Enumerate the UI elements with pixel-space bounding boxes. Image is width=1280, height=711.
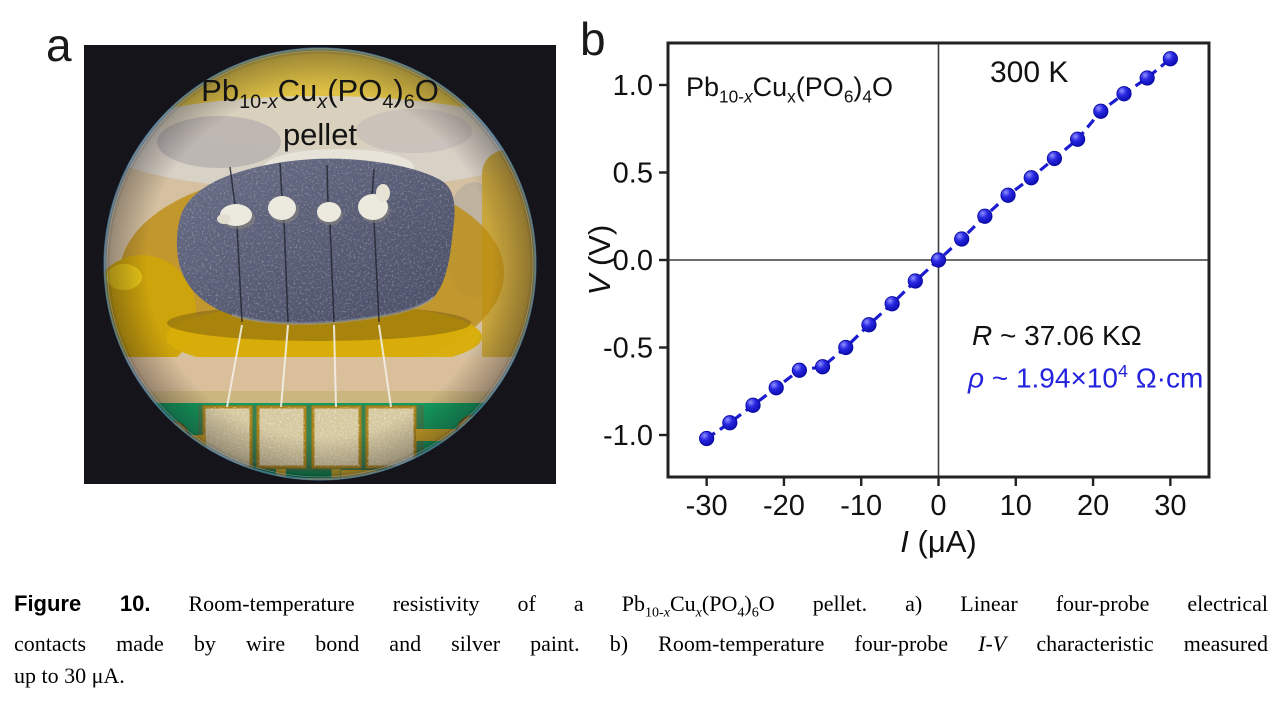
iv-data-point bbox=[722, 415, 738, 431]
y-tick-label: 0.0 bbox=[613, 245, 653, 277]
iv-data-point bbox=[977, 208, 993, 224]
lens-rim bbox=[103, 47, 537, 481]
iv-data-point bbox=[861, 317, 877, 333]
resistance-annotation: R ~ 37.06 KΩ bbox=[972, 320, 1142, 351]
x-tick-label: -20 bbox=[763, 490, 805, 522]
x-tick-label: 30 bbox=[1154, 490, 1186, 522]
iv-data-point bbox=[768, 380, 784, 396]
x-axis-label: I (μA) bbox=[900, 524, 977, 559]
iv-data-point bbox=[907, 273, 923, 289]
x-tick-label: 10 bbox=[1000, 490, 1032, 522]
iv-data-point bbox=[838, 339, 854, 356]
iv-chart-svg: -30 -20 -10 0 10 20 30 1.0 0.5 0.0 -0.5 -1.0 bbox=[603, 41, 1211, 522]
y-tick-label: -0.5 bbox=[603, 333, 653, 365]
iv-data-point bbox=[954, 231, 970, 247]
iv-data-point bbox=[699, 430, 715, 447]
iv-chart: -30 -20 -10 0 10 20 30 1.0 0.5 0.0 -0.5 -1.0 Pb10-x… bbox=[580, 0, 1280, 580]
caption-line-2: contacts made by wire bond and silver pa… bbox=[14, 631, 1268, 657]
figure-caption: Figure 10. Room-temperature resistivity … bbox=[14, 588, 1268, 692]
iv-data-point bbox=[1070, 131, 1086, 147]
iv-data-point bbox=[1139, 70, 1155, 86]
x-tick-label: 0 bbox=[930, 490, 946, 522]
x-tick-label: -10 bbox=[840, 490, 882, 522]
iv-data-point bbox=[1116, 86, 1132, 102]
caption-line-3: up to 30 μA. bbox=[14, 663, 125, 689]
panel-a-label: a bbox=[46, 19, 72, 71]
y-tick-label: 0.5 bbox=[613, 158, 653, 190]
caption-line-1: Figure 10. Room-temperature resistivity … bbox=[14, 591, 1268, 621]
iv-data-point bbox=[1023, 170, 1039, 186]
y-tick-label: -1.0 bbox=[603, 420, 653, 452]
iv-data-point bbox=[1046, 150, 1063, 167]
iv-data-point bbox=[745, 397, 761, 413]
y-axis-label: V (V) bbox=[582, 224, 617, 296]
iv-data-point bbox=[930, 252, 947, 268]
x-tick-label: -30 bbox=[686, 490, 728, 522]
iv-data-point bbox=[884, 296, 900, 312]
iv-data-point bbox=[1093, 103, 1109, 119]
temperature-label: 300 K bbox=[990, 56, 1069, 89]
photo-subtitle: pellet bbox=[282, 117, 358, 152]
photo-formula-title: Pb10-xCux(PO4)6O bbox=[201, 73, 439, 114]
resistivity-annotation: ρ ~ 1.94×104 Ω·cm bbox=[968, 361, 1204, 394]
plot-box bbox=[666, 41, 1211, 479]
pellet-photo-svg bbox=[84, 45, 556, 484]
pellet-photo: Pb10-xCux(PO4)6O pellet bbox=[84, 45, 556, 484]
x-tick-label: 20 bbox=[1077, 490, 1109, 522]
y-tick-label: 1.0 bbox=[613, 70, 653, 102]
panel-b-label: b bbox=[580, 13, 606, 65]
iv-data-point bbox=[791, 362, 807, 378]
iv-data-point bbox=[1000, 187, 1016, 203]
iv-data-point bbox=[1162, 51, 1178, 67]
iv-data-point bbox=[814, 359, 831, 375]
chart-formula-label: Pb10-xCux(PO6)4O bbox=[686, 72, 894, 107]
